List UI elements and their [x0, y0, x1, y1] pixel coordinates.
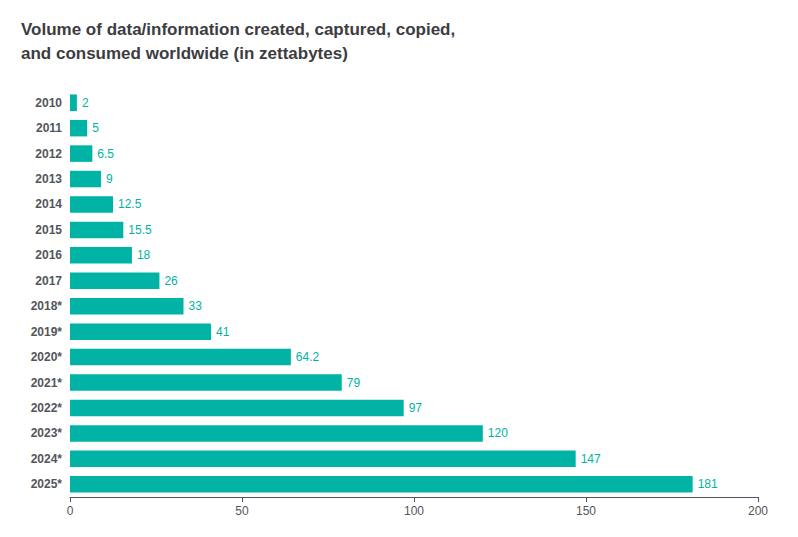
- svg-text:33: 33: [189, 299, 203, 313]
- svg-text:79: 79: [347, 376, 361, 390]
- svg-text:2016: 2016: [35, 248, 62, 262]
- svg-text:26: 26: [164, 274, 178, 288]
- svg-text:2011: 2011: [36, 121, 62, 135]
- svg-text:41: 41: [216, 325, 230, 339]
- svg-text:2024*: 2024*: [31, 452, 63, 466]
- svg-text:6.5: 6.5: [97, 147, 114, 161]
- svg-text:64.2: 64.2: [296, 350, 320, 364]
- svg-text:2020*: 2020*: [31, 350, 63, 364]
- svg-text:100: 100: [404, 504, 424, 518]
- svg-text:147: 147: [581, 452, 601, 466]
- svg-text:2018*: 2018*: [31, 299, 63, 313]
- svg-text:2021*: 2021*: [31, 376, 63, 390]
- svg-text:2023*: 2023*: [31, 426, 63, 440]
- svg-text:50: 50: [235, 504, 249, 518]
- svg-text:18: 18: [137, 248, 151, 262]
- svg-text:2015: 2015: [35, 223, 62, 237]
- svg-text:2025*: 2025*: [31, 477, 63, 491]
- svg-text:2: 2: [82, 96, 89, 110]
- svg-text:2010: 2010: [35, 96, 62, 110]
- svg-text:0: 0: [67, 504, 74, 518]
- svg-text:15.5: 15.5: [128, 223, 152, 237]
- svg-text:12.5: 12.5: [118, 197, 142, 211]
- svg-text:2013: 2013: [35, 172, 62, 186]
- svg-text:Volume of data/information cre: Volume of data/information created, capt…: [21, 20, 455, 39]
- svg-text:150: 150: [576, 504, 596, 518]
- svg-text:120: 120: [488, 426, 508, 440]
- svg-text:2022*: 2022*: [31, 401, 63, 415]
- svg-text:200: 200: [748, 504, 768, 518]
- svg-text:and consumed worldwide (in zet: and consumed worldwide (in zettabytes): [21, 44, 348, 63]
- svg-text:2014: 2014: [35, 197, 62, 211]
- svg-text:2017: 2017: [35, 274, 62, 288]
- svg-text:97: 97: [409, 401, 423, 415]
- svg-text:9: 9: [106, 172, 113, 186]
- svg-text:2012: 2012: [35, 147, 62, 161]
- svg-text:5: 5: [92, 121, 99, 135]
- svg-text:2019*: 2019*: [31, 325, 63, 339]
- svg-text:181: 181: [698, 477, 718, 491]
